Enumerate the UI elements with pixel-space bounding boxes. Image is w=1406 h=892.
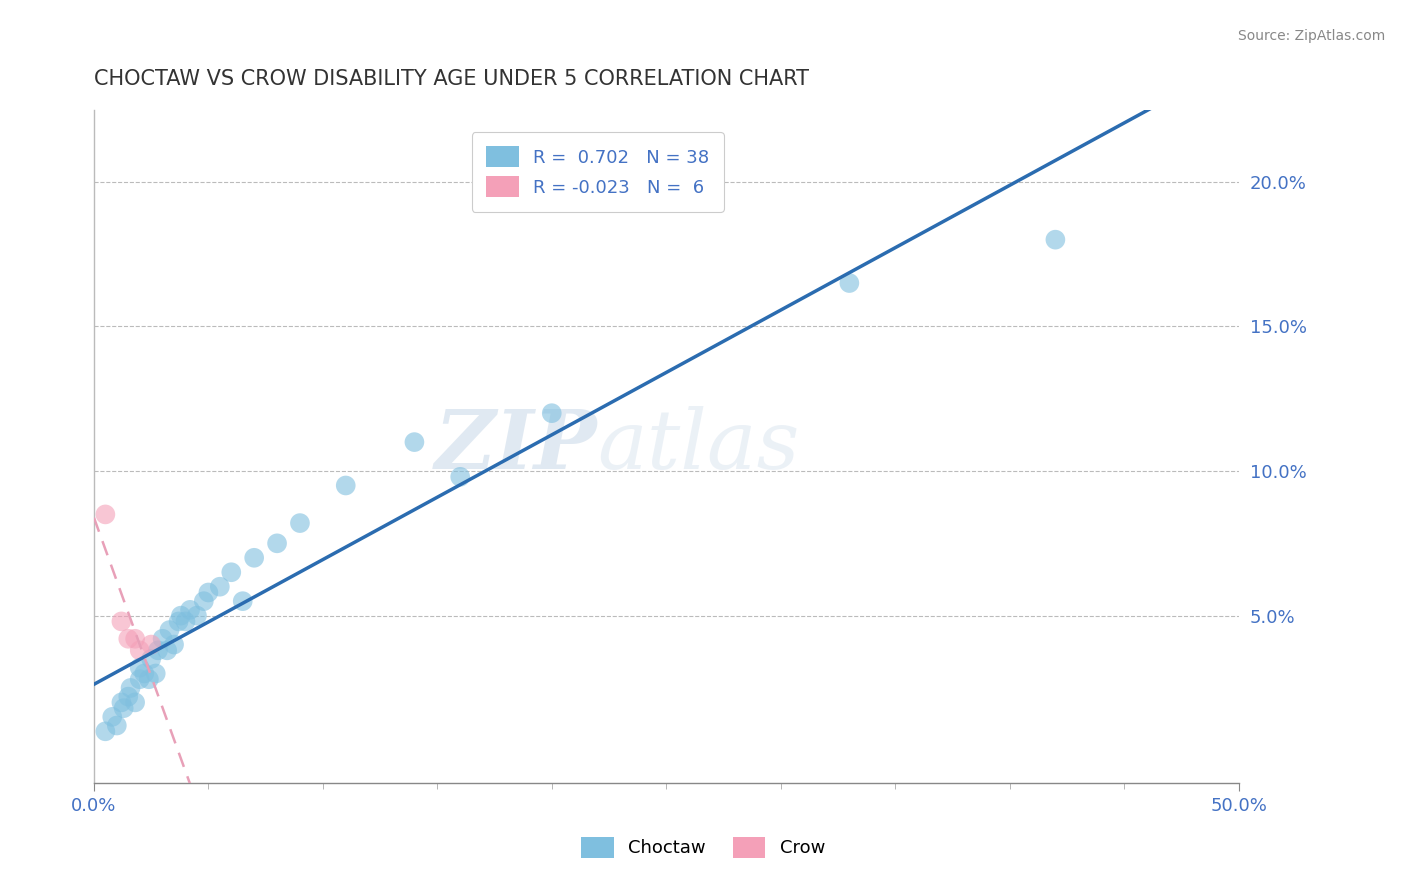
Point (146, 643, 169, 657)
Text: CHOCTAW VS CROW DISABILITY AGE UNDER 5 CORRELATION CHART: CHOCTAW VS CROW DISABILITY AGE UNDER 5 C… (94, 69, 808, 88)
Point (1045, 233, 1067, 247)
Point (117, 690, 139, 704)
Point (105, 718, 128, 732)
Point (101, 710, 124, 724)
Point (219, 566, 242, 580)
Point (232, 594, 254, 608)
Point (243, 550, 266, 565)
Text: atlas: atlas (598, 407, 800, 486)
Point (208, 580, 231, 594)
Point (120, 681, 142, 695)
Point (110, 695, 132, 709)
Text: ZIP: ZIP (434, 407, 598, 486)
Point (156, 643, 179, 657)
Legend: Choctaw, Crow: Choctaw, Crow (574, 830, 832, 865)
Point (167, 615, 190, 629)
Point (186, 608, 208, 623)
Point (128, 661, 150, 675)
Point (170, 608, 193, 623)
Point (540, 406, 562, 420)
Point (117, 632, 139, 646)
Point (124, 695, 146, 709)
Point (449, 470, 471, 484)
Text: Source: ZipAtlas.com: Source: ZipAtlas.com (1237, 29, 1385, 43)
Point (335, 478, 357, 492)
Point (152, 632, 174, 646)
Legend: R =  0.702   N = 38, R = -0.023   N =  6: R = 0.702 N = 38, R = -0.023 N = 6 (471, 132, 724, 211)
Point (94, 724, 117, 739)
Point (138, 672, 160, 686)
Point (404, 435, 426, 450)
Point (124, 632, 146, 646)
Point (197, 585, 219, 599)
Point (193, 594, 215, 608)
Point (110, 615, 132, 629)
Point (145, 666, 167, 681)
Point (179, 603, 201, 617)
Point (838, 276, 860, 290)
Point (94, 508, 117, 522)
Point (128, 672, 150, 686)
Point (141, 638, 163, 652)
Point (134, 666, 156, 681)
Point (159, 623, 181, 637)
Point (141, 652, 163, 666)
Point (288, 516, 311, 530)
Point (163, 638, 186, 652)
Point (174, 615, 197, 629)
Point (112, 701, 135, 715)
Point (128, 643, 150, 657)
Point (266, 536, 288, 550)
